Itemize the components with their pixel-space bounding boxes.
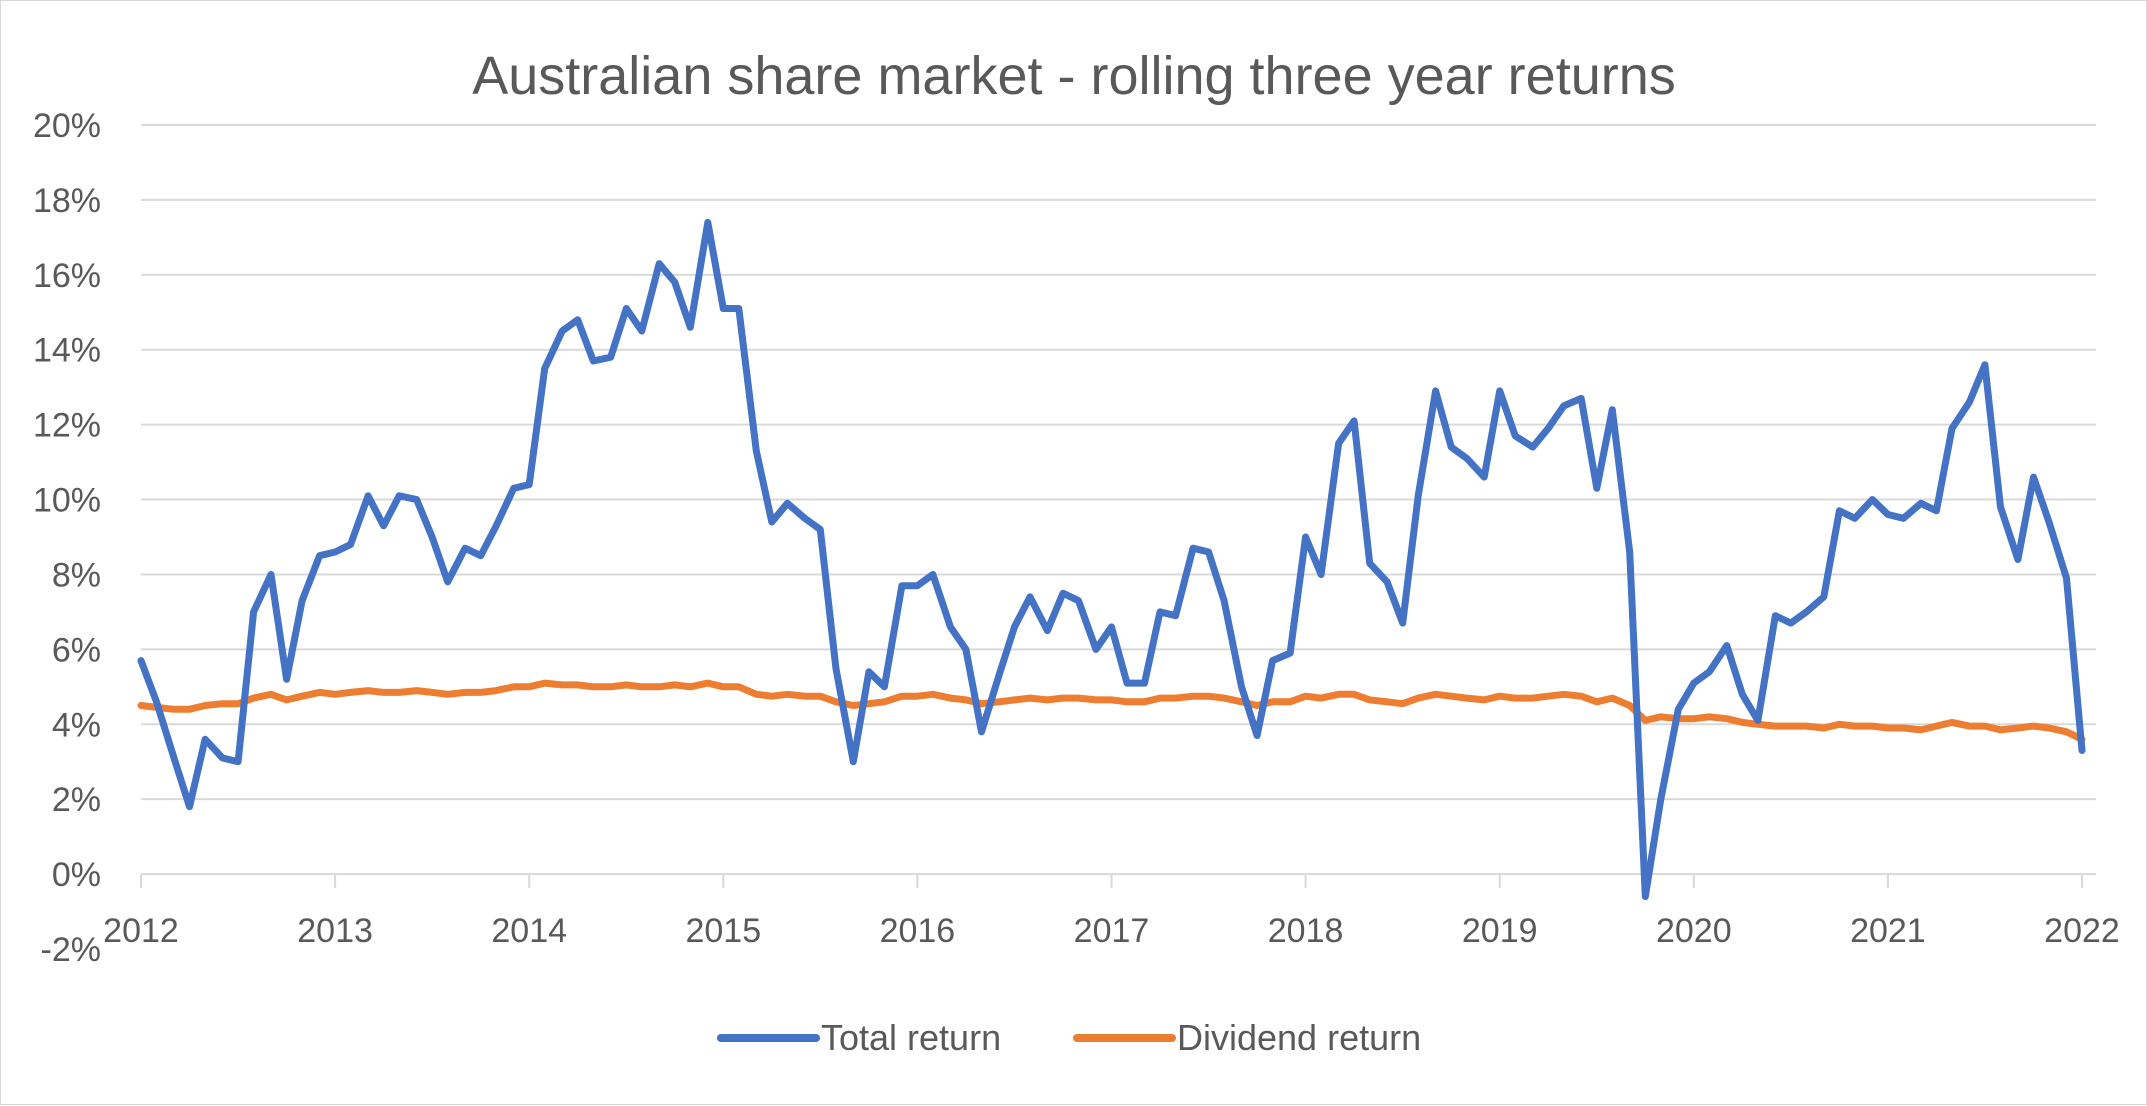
y-tick-label: 10% — [33, 482, 101, 520]
x-tick-label: 2015 — [685, 912, 761, 950]
x-tick-label: 2017 — [1074, 912, 1150, 950]
x-tick-label: 2021 — [1850, 912, 1926, 950]
y-tick-label: 0% — [52, 856, 101, 894]
x-tick-label: 2022 — [2044, 912, 2120, 950]
legend-label-dividend-return: Dividend return — [1177, 1017, 1421, 1058]
x-tick-label: 2014 — [491, 912, 567, 950]
y-tick-label: 8% — [52, 556, 101, 594]
x-tick-label: 2019 — [1462, 912, 1538, 950]
x-tick-label: 2018 — [1268, 912, 1344, 950]
legend: Total return Dividend return — [717, 1017, 1421, 1058]
x-tick-label: 2012 — [103, 912, 179, 950]
gridlines — [141, 124, 2096, 801]
y-tick-label: 14% — [33, 332, 101, 370]
series-lines — [137, 218, 2086, 901]
legend-label-total-return: Total return — [821, 1017, 1001, 1058]
x-tick-label: 2013 — [297, 912, 373, 950]
y-tick-label: 6% — [52, 631, 101, 669]
y-axis-tick-labels: -2% 0% 2% 4% 6% 8% 10% 12% 14% 16% 18% 20% — [33, 107, 101, 969]
y-tick-label: 18% — [33, 182, 101, 220]
series-line-total-return — [137, 218, 2086, 901]
series-line-dividend-return — [137, 679, 2086, 743]
chart-title: Australian share market - rolling three … — [472, 46, 1676, 106]
y-tick-label: -2% — [41, 931, 101, 969]
y-tick-label: 4% — [52, 706, 101, 744]
x-axis-tick-labels: 2012 2013 2014 2015 2016 2017 2018 2019 2020 2021… — [103, 912, 2120, 950]
y-tick-label: 20% — [33, 107, 101, 145]
y-tick-label: 2% — [52, 781, 101, 819]
x-axis — [140, 873, 2096, 889]
x-tick-label: 2016 — [880, 912, 956, 950]
x-tick-label: 2020 — [1656, 912, 1732, 950]
y-tick-label: 12% — [33, 407, 101, 445]
y-tick-label: 16% — [33, 257, 101, 295]
